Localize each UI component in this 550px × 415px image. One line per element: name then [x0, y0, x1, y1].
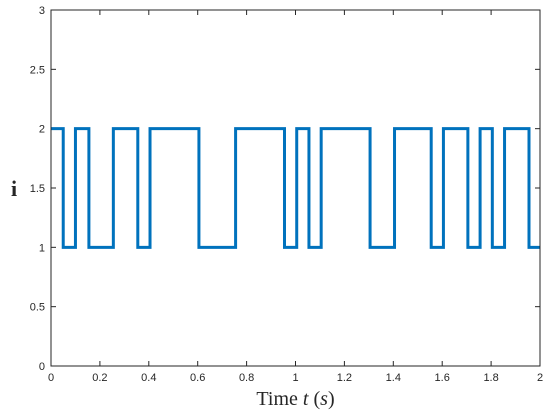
x-tick-label: 0.6: [190, 372, 205, 384]
x-tick-label: 1: [292, 372, 298, 384]
series-line: [51, 127, 540, 249]
y-tick-label: 1: [39, 242, 45, 254]
y-axis-label: i: [11, 176, 17, 201]
y-tick-label: 1.5: [30, 183, 45, 195]
tick-labels: 0 0.2 0.4 0.6 0.8 1 1.2 1.4 1.6 1.8 2 0 0.5 1 1.5 2 2.5 3: [30, 5, 543, 384]
x-tick-label: 0: [48, 372, 54, 384]
x-tick-label: 1.2: [337, 372, 352, 384]
y-tick-label: 0: [39, 361, 45, 373]
x-tick-label: 2: [537, 372, 543, 384]
x-tick-label: 1.8: [483, 372, 498, 384]
plot-series: [51, 127, 540, 249]
plot-frame: [50, 9, 541, 367]
x-tick-label: 1.6: [435, 372, 450, 384]
y-tick-label: 2.5: [30, 64, 45, 76]
x-tick-label: 0.8: [239, 372, 254, 384]
x-axis-label: Time t (s): [256, 388, 334, 410]
y-tick-label: 3: [39, 5, 45, 17]
y-tick-label: 0.5: [30, 302, 45, 314]
x-tick-label: 1.4: [386, 372, 401, 384]
x-tick-label: 0.2: [92, 372, 107, 384]
x-tick-label: 0.4: [141, 372, 156, 384]
y-tick-label: 2: [39, 124, 45, 136]
